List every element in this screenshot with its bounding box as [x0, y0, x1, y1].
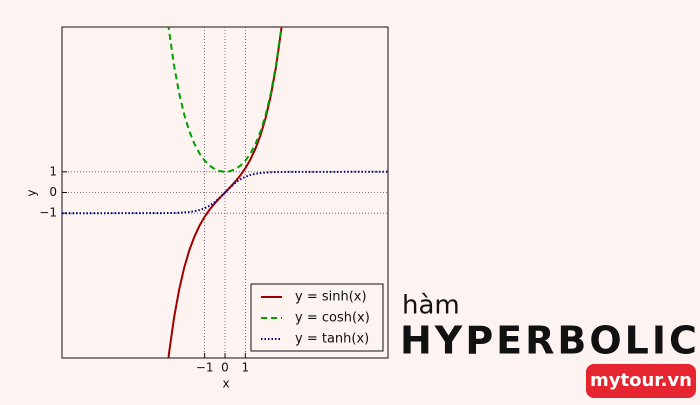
y-tick-label: 1	[49, 164, 57, 178]
x-tick-label: 0	[221, 361, 229, 375]
plot-lines	[62, 27, 388, 358]
x-axis-label: x	[222, 377, 229, 391]
x-tick-label: −1	[196, 361, 214, 375]
title-line2: HYPERBOLIC	[400, 319, 700, 363]
y-tick-label: 0	[49, 185, 57, 199]
series-line	[62, 170, 388, 215]
y-tick-label: −1	[39, 206, 57, 220]
x-tick-label: 1	[242, 361, 250, 375]
title-line1: hàm	[402, 291, 460, 321]
legend-label: y = cosh(x)	[295, 311, 370, 326]
legend-label: y = sinh(x)	[295, 290, 367, 305]
y-axis-label: y	[25, 189, 39, 196]
logo: mytour.vn	[590, 370, 692, 391]
series-line	[167, 27, 283, 173]
legend-label: y = tanh(x)	[295, 332, 369, 347]
logo-badge	[586, 364, 696, 398]
